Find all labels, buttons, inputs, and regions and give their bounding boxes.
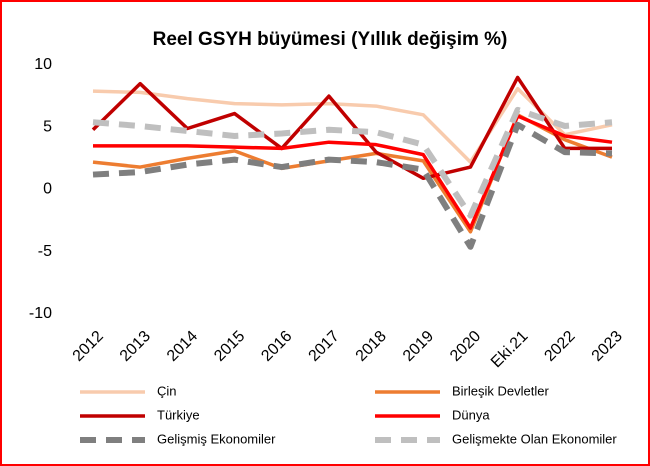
series-line — [92, 86, 613, 164]
legend-label: Gelişmekte Olan Ekonomiler — [452, 431, 617, 446]
series-line — [91, 75, 612, 181]
legend-label: Türkiye — [157, 407, 200, 422]
legend-label: Dünya — [452, 407, 490, 422]
legend-label: Çin — [157, 383, 177, 398]
series-line — [92, 106, 613, 219]
legend-label: Birleşik Devletler — [452, 383, 549, 398]
series-line — [93, 114, 613, 230]
legend-label: Gelişmiş Ekonomiler — [157, 431, 276, 446]
y-tick-label: 10 — [34, 56, 52, 73]
series-line — [92, 121, 613, 250]
chart-title: Reel GSYH büyümesi (Yıllık değişim %) — [153, 29, 508, 50]
y-tick-label: 0 — [43, 181, 52, 198]
y-tick-label: -5 — [38, 243, 52, 260]
y-tick-label: 5 — [43, 118, 52, 135]
y-tick-label: -10 — [29, 305, 52, 322]
